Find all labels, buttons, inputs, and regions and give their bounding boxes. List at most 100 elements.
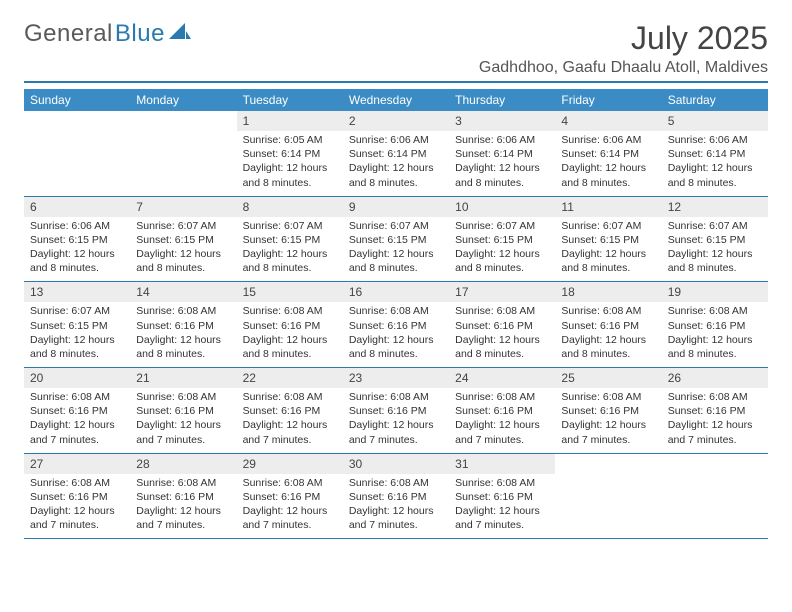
sunrise-text: Sunrise: 6:07 AM (30, 304, 124, 318)
sunset-text: Sunset: 6:15 PM (561, 233, 655, 247)
day-cell (130, 111, 236, 196)
day-info: Sunrise: 6:07 AMSunset: 6:15 PMDaylight:… (130, 219, 236, 276)
day-info: Sunrise: 6:07 AMSunset: 6:15 PMDaylight:… (24, 304, 130, 361)
daylight-text: Daylight: 12 hours and 7 minutes. (243, 504, 337, 532)
day-info: Sunrise: 6:08 AMSunset: 6:16 PMDaylight:… (343, 390, 449, 447)
day-number: 13 (24, 282, 130, 302)
sunrise-text: Sunrise: 6:05 AM (243, 133, 337, 147)
day-cell: 16Sunrise: 6:08 AMSunset: 6:16 PMDayligh… (343, 282, 449, 367)
day-info: Sunrise: 6:08 AMSunset: 6:16 PMDaylight:… (237, 390, 343, 447)
sunset-text: Sunset: 6:16 PM (136, 404, 230, 418)
day-cell: 13Sunrise: 6:07 AMSunset: 6:15 PMDayligh… (24, 282, 130, 367)
dow-thursday: Thursday (449, 89, 555, 111)
sunrise-text: Sunrise: 6:08 AM (668, 390, 762, 404)
day-info: Sunrise: 6:08 AMSunset: 6:16 PMDaylight:… (662, 304, 768, 361)
day-number (24, 111, 130, 117)
day-info: Sunrise: 6:08 AMSunset: 6:16 PMDaylight:… (449, 390, 555, 447)
week-row: 27Sunrise: 6:08 AMSunset: 6:16 PMDayligh… (24, 454, 768, 540)
sunrise-text: Sunrise: 6:08 AM (136, 390, 230, 404)
day-cell: 24Sunrise: 6:08 AMSunset: 6:16 PMDayligh… (449, 368, 555, 453)
day-info: Sunrise: 6:07 AMSunset: 6:15 PMDaylight:… (237, 219, 343, 276)
daylight-text: Daylight: 12 hours and 7 minutes. (455, 504, 549, 532)
sunset-text: Sunset: 6:14 PM (561, 147, 655, 161)
sunrise-text: Sunrise: 6:08 AM (136, 304, 230, 318)
day-number: 19 (662, 282, 768, 302)
sunset-text: Sunset: 6:16 PM (455, 319, 549, 333)
dow-monday: Monday (130, 89, 236, 111)
day-number: 7 (130, 197, 236, 217)
sunrise-text: Sunrise: 6:06 AM (30, 219, 124, 233)
day-info: Sunrise: 6:08 AMSunset: 6:16 PMDaylight:… (449, 476, 555, 533)
daylight-text: Daylight: 12 hours and 7 minutes. (243, 418, 337, 446)
daylight-text: Daylight: 12 hours and 8 minutes. (136, 333, 230, 361)
sunrise-text: Sunrise: 6:07 AM (561, 219, 655, 233)
daylight-text: Daylight: 12 hours and 8 minutes. (243, 333, 337, 361)
day-cell: 5Sunrise: 6:06 AMSunset: 6:14 PMDaylight… (662, 111, 768, 196)
day-number: 31 (449, 454, 555, 474)
day-number: 3 (449, 111, 555, 131)
day-info: Sunrise: 6:05 AMSunset: 6:14 PMDaylight:… (237, 133, 343, 190)
day-number: 29 (237, 454, 343, 474)
day-number: 27 (24, 454, 130, 474)
day-number: 25 (555, 368, 661, 388)
day-number (555, 454, 661, 460)
day-info: Sunrise: 6:08 AMSunset: 6:16 PMDaylight:… (555, 390, 661, 447)
month-title: July 2025 (631, 20, 768, 57)
sunrise-text: Sunrise: 6:07 AM (668, 219, 762, 233)
weekday-header: Sunday Monday Tuesday Wednesday Thursday… (24, 89, 768, 111)
page: GeneralBlue July 2025 Gadhdhoo, Gaafu Dh… (0, 0, 792, 539)
daylight-text: Daylight: 12 hours and 7 minutes. (668, 418, 762, 446)
weeks-container: 1Sunrise: 6:05 AMSunset: 6:14 PMDaylight… (24, 111, 768, 539)
sunset-text: Sunset: 6:16 PM (455, 404, 549, 418)
day-number: 12 (662, 197, 768, 217)
day-cell: 21Sunrise: 6:08 AMSunset: 6:16 PMDayligh… (130, 368, 236, 453)
daylight-text: Daylight: 12 hours and 7 minutes. (349, 504, 443, 532)
day-cell: 30Sunrise: 6:08 AMSunset: 6:16 PMDayligh… (343, 454, 449, 539)
sunrise-text: Sunrise: 6:06 AM (561, 133, 655, 147)
day-number: 4 (555, 111, 661, 131)
sunset-text: Sunset: 6:15 PM (243, 233, 337, 247)
day-number: 23 (343, 368, 449, 388)
day-cell: 2Sunrise: 6:06 AMSunset: 6:14 PMDaylight… (343, 111, 449, 196)
day-info: Sunrise: 6:07 AMSunset: 6:15 PMDaylight:… (343, 219, 449, 276)
week-row: 6Sunrise: 6:06 AMSunset: 6:15 PMDaylight… (24, 197, 768, 283)
day-cell: 8Sunrise: 6:07 AMSunset: 6:15 PMDaylight… (237, 197, 343, 282)
day-number: 18 (555, 282, 661, 302)
day-number: 21 (130, 368, 236, 388)
sunset-text: Sunset: 6:16 PM (561, 319, 655, 333)
dow-tuesday: Tuesday (237, 89, 343, 111)
day-info: Sunrise: 6:08 AMSunset: 6:16 PMDaylight:… (130, 304, 236, 361)
day-info: Sunrise: 6:07 AMSunset: 6:15 PMDaylight:… (662, 219, 768, 276)
week-row: 20Sunrise: 6:08 AMSunset: 6:16 PMDayligh… (24, 368, 768, 454)
sunrise-text: Sunrise: 6:08 AM (349, 390, 443, 404)
day-cell (24, 111, 130, 196)
location-subtitle: Gadhdhoo, Gaafu Dhaalu Atoll, Maldives (24, 59, 768, 83)
day-number: 8 (237, 197, 343, 217)
sunset-text: Sunset: 6:16 PM (349, 490, 443, 504)
day-cell: 25Sunrise: 6:08 AMSunset: 6:16 PMDayligh… (555, 368, 661, 453)
daylight-text: Daylight: 12 hours and 8 minutes. (30, 333, 124, 361)
sunset-text: Sunset: 6:15 PM (668, 233, 762, 247)
day-cell: 19Sunrise: 6:08 AMSunset: 6:16 PMDayligh… (662, 282, 768, 367)
day-info: Sunrise: 6:08 AMSunset: 6:16 PMDaylight:… (449, 304, 555, 361)
day-cell: 12Sunrise: 6:07 AMSunset: 6:15 PMDayligh… (662, 197, 768, 282)
sunrise-text: Sunrise: 6:08 AM (30, 476, 124, 490)
sunrise-text: Sunrise: 6:08 AM (243, 390, 337, 404)
day-info: Sunrise: 6:07 AMSunset: 6:15 PMDaylight:… (449, 219, 555, 276)
day-info: Sunrise: 6:06 AMSunset: 6:14 PMDaylight:… (343, 133, 449, 190)
dow-friday: Friday (555, 89, 661, 111)
logo-sail-icon (169, 23, 191, 41)
day-number: 1 (237, 111, 343, 131)
day-number (662, 454, 768, 460)
brand-part2: Blue (115, 20, 165, 48)
day-cell (662, 454, 768, 539)
header: GeneralBlue July 2025 (24, 20, 768, 57)
sunset-text: Sunset: 6:16 PM (243, 319, 337, 333)
day-info: Sunrise: 6:08 AMSunset: 6:16 PMDaylight:… (662, 390, 768, 447)
brand-part1: General (24, 20, 113, 48)
day-cell: 22Sunrise: 6:08 AMSunset: 6:16 PMDayligh… (237, 368, 343, 453)
day-cell: 1Sunrise: 6:05 AMSunset: 6:14 PMDaylight… (237, 111, 343, 196)
sunset-text: Sunset: 6:16 PM (668, 319, 762, 333)
day-cell: 23Sunrise: 6:08 AMSunset: 6:16 PMDayligh… (343, 368, 449, 453)
day-number (130, 111, 236, 117)
